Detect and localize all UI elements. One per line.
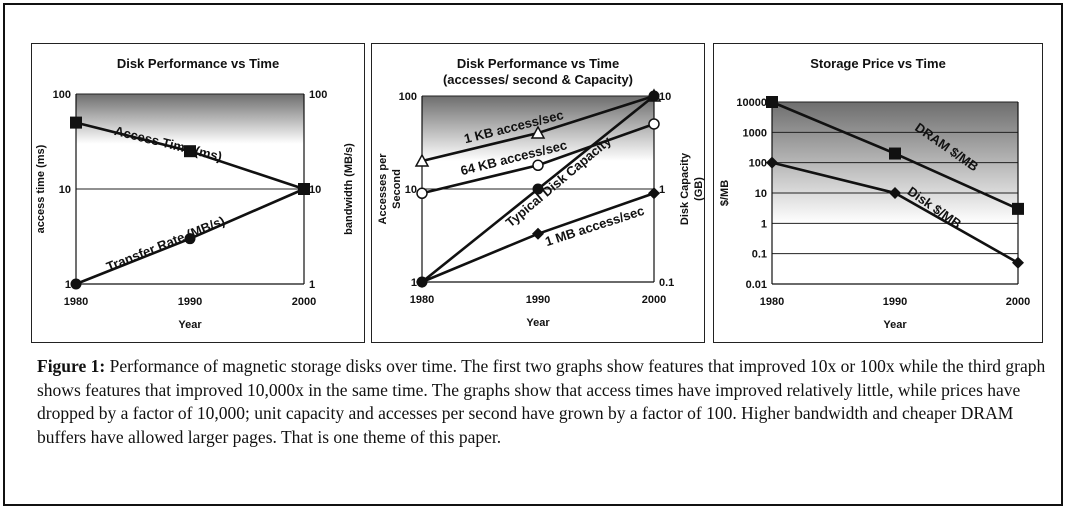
- data-point-1-mb-access-sec: [648, 187, 660, 200]
- caption-label: Figure 1:: [37, 356, 106, 376]
- data-point-transfer-rate-mb-s: [184, 233, 196, 245]
- caption-text: Performance of magnetic storage disks ov…: [37, 356, 1046, 447]
- y-tick-label: 10: [405, 184, 417, 196]
- y2-tick-label: 1: [309, 279, 315, 291]
- data-point-typical-disk-capacity: [648, 90, 660, 102]
- figure-frame: Disk Performance vs Time 1 1 10 10 100 100 198…: [3, 3, 1063, 506]
- chart-title: Disk Performance vs Time: [456, 56, 620, 71]
- data-point-disk-mb: [889, 187, 901, 199]
- y2-axis-label: bandwidth (MB/s): [343, 143, 355, 235]
- y2-tick-label: 0.1: [659, 277, 674, 289]
- y-tick-label: 10: [755, 188, 767, 200]
- data-point-64-kb-access-sec: [532, 159, 544, 172]
- y2-axis-label: Disk Capacity: [679, 152, 691, 225]
- x-tick-label: 2000: [292, 296, 316, 308]
- y-tick-label: 0.01: [746, 279, 767, 291]
- y2-tick-label: 10: [659, 91, 671, 103]
- x-tick-label: 1980: [760, 296, 784, 308]
- y-tick-label: 10: [59, 184, 71, 196]
- x-axis-label: Year: [526, 317, 550, 329]
- y-axis-label: $/MB: [719, 180, 731, 206]
- x-tick-label: 2000: [642, 294, 666, 306]
- data-point-1-mb-access-sec: [532, 227, 544, 240]
- chart-title: Disk Performance vs Time: [116, 56, 280, 71]
- data-point-64-kb-access-sec: [416, 187, 428, 200]
- chart-panel-storage-price: Storage Price vs Time 0.01 0.1 1 10 100 1000 1…: [713, 43, 1043, 343]
- x-tick-label: 1990: [883, 296, 907, 308]
- x-tick-label: 1990: [178, 296, 202, 308]
- y-tick-label: 1: [761, 218, 767, 230]
- y-tick-label: 1: [411, 277, 417, 289]
- y-tick-label: 10000: [736, 97, 767, 109]
- chart-panel-accesses-capacity: Disk Performance vs Time (accesses/ seco…: [371, 43, 705, 343]
- x-tick-label: 1990: [526, 294, 550, 306]
- y-tick-label: 100: [53, 89, 71, 101]
- y-axis-label: Accesses per: [377, 153, 389, 225]
- figure-caption: Figure 1: Performance of magnetic storag…: [37, 355, 1047, 449]
- data-point-disk-mb: [1012, 256, 1024, 269]
- data-point-1-mb-access-sec: [416, 276, 428, 288]
- chart-svg-storage-price: 0.01 0.1 1 10 100 1000 10000 1980 1990 2000 Year $/…: [719, 96, 1030, 331]
- y-tick-label: 100: [399, 91, 417, 103]
- series-label-transfer-rate-mb-s: Transfer Rate (MB/s): [104, 213, 227, 274]
- x-tick-label: 1980: [410, 294, 434, 306]
- data-point-access-time-ms: [184, 145, 196, 158]
- x-axis-label: Year: [178, 319, 202, 331]
- data-point-dram-mb: [1012, 202, 1024, 215]
- y-axis-label: access time (ms): [35, 144, 47, 233]
- data-point-1-kb-access-sec: [530, 125, 546, 139]
- x-tick-label: 1980: [64, 296, 88, 308]
- data-point-64-kb-access-sec: [648, 118, 660, 130]
- x-axis-label: Year: [883, 319, 907, 331]
- data-point-dram-mb: [889, 147, 901, 160]
- data-point-typical-disk-capacity: [532, 183, 544, 195]
- data-point-1-kb-access-sec: [414, 153, 430, 167]
- x-tick-label: 2000: [1006, 296, 1030, 308]
- y-tick-label: 0.1: [752, 249, 767, 261]
- data-point-dram-mb: [766, 96, 778, 108]
- y-tick-label: 1: [65, 279, 71, 291]
- chart-svg-access-bandwidth: 1 1 10 10 100 100 1980 1990 2000 Year access time …: [35, 89, 355, 331]
- y2-tick-label: 1: [659, 184, 665, 196]
- chart-panel-access-bandwidth: Disk Performance vs Time 1 1 10 10 100 100 198…: [31, 43, 365, 343]
- data-point-access-time-ms: [70, 116, 82, 129]
- data-point-disk-mb: [766, 156, 778, 169]
- data-point-transfer-rate-mb-s: [298, 183, 310, 195]
- chart-subtitle: (accesses/ second & Capacity): [442, 72, 634, 87]
- y-tick-label: 1000: [743, 127, 767, 139]
- chart-svg-accesses-capacity: 1 0.1 10 1 100 10 1980 1990 2000 Year Accesses per…: [377, 88, 705, 329]
- chart-title: Storage Price vs Time: [810, 56, 946, 71]
- y2-tick-label: 100: [309, 89, 327, 101]
- y-tick-label: 100: [749, 158, 767, 170]
- y2-axis-label: (GB): [693, 177, 705, 201]
- data-point-transfer-rate-mb-s: [70, 278, 82, 290]
- y2-tick-label: 10: [309, 184, 321, 196]
- plot-shading: [76, 94, 304, 144]
- y-axis-label: Second: [391, 169, 403, 209]
